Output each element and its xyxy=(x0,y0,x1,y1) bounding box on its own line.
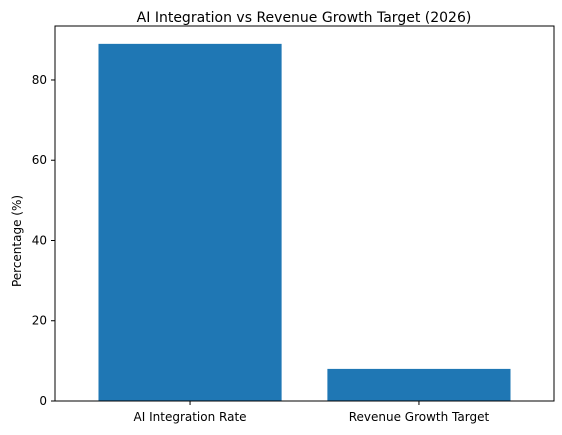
plot-area xyxy=(98,43,511,401)
y-axis: 0 20 40 60 80 xyxy=(32,73,55,408)
x-axis: AI Integration Rate Revenue Growth Target xyxy=(134,401,490,424)
y-tick-label: 40 xyxy=(32,233,47,247)
bar-revenue-growth-target xyxy=(327,368,511,401)
y-tick-label: 20 xyxy=(32,314,47,328)
x-tick-label: Revenue Growth Target xyxy=(349,410,490,424)
bar-ai-integration-rate xyxy=(98,43,282,401)
x-tick-label: AI Integration Rate xyxy=(134,410,247,424)
y-tick-label: 80 xyxy=(32,73,47,87)
y-axis-label: Percentage (%) xyxy=(10,195,24,287)
plot-frame xyxy=(54,25,555,402)
y-tick-label: 60 xyxy=(32,153,47,167)
y-tick-label: 0 xyxy=(39,394,47,408)
chart-title: AI Integration vs Revenue Growth Target … xyxy=(137,10,472,26)
